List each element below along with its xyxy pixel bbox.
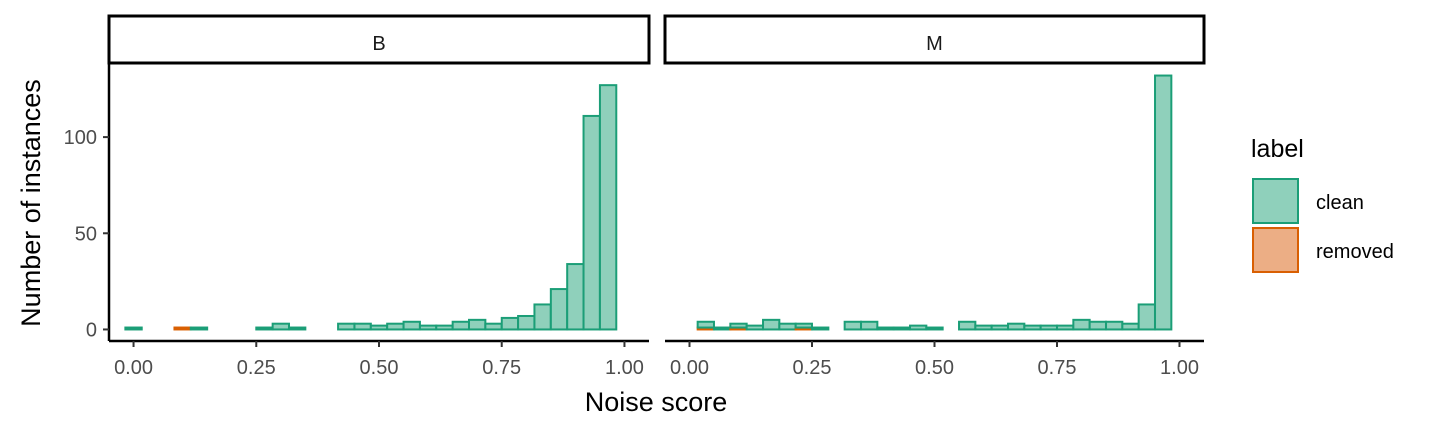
bar-clean — [762, 318, 781, 331]
bar-clean — [696, 320, 715, 329]
bar-clean — [402, 320, 421, 331]
x-tick-label: 0.75 — [1038, 357, 1077, 379]
bar-clean — [435, 324, 454, 331]
bar-clean — [353, 322, 372, 331]
panel-B: B 0.00 0.25 0.50 0.75 1.00 0 50 100 — [64, 14, 651, 379]
bar-clean — [582, 114, 601, 331]
bar-clean — [189, 326, 209, 331]
facet-strip-label: M — [926, 33, 943, 55]
bar-clean — [484, 322, 503, 331]
facet-strip-label: B — [372, 33, 385, 55]
bar-clean — [566, 263, 585, 331]
bar-clean — [1039, 324, 1058, 331]
bar-clean — [876, 326, 895, 331]
bar-clean — [925, 326, 944, 331]
x-tick-label: 0.00 — [670, 357, 709, 379]
chart-panels: B 0.00 0.25 0.50 0.75 1.00 0 50 100 M 0.00 0.25 0.50… — [64, 14, 1206, 379]
bar-clean — [811, 326, 830, 331]
bar-clean — [1137, 303, 1156, 331]
x-tick-label: 0.50 — [360, 357, 399, 379]
bar-clean — [533, 303, 552, 331]
bar-clean — [500, 316, 520, 331]
legend-label-removed: removed — [1316, 241, 1394, 263]
bar-clean — [418, 324, 438, 331]
bar-clean — [1007, 322, 1026, 331]
bar-clean — [369, 324, 389, 331]
bar-clean — [958, 320, 977, 331]
bar-clean — [124, 326, 143, 331]
bar-clean — [990, 324, 1009, 331]
y-axis-title: Number of instances — [16, 79, 46, 327]
bar-clean — [287, 326, 307, 331]
facet-strip — [107, 14, 651, 65]
bar-clean — [255, 326, 274, 331]
bar-clean — [1121, 322, 1140, 331]
bar-clean — [729, 322, 748, 329]
bar-clean — [860, 320, 879, 331]
bar-clean — [892, 326, 911, 331]
bar-clean — [745, 324, 764, 331]
x-tick-label: 0.25 — [237, 357, 276, 379]
legend-key-removed — [1252, 227, 1299, 273]
bar-clean — [1056, 324, 1075, 331]
bar-clean — [974, 324, 993, 331]
bar-clean — [713, 326, 732, 331]
bar-clean — [1154, 74, 1173, 331]
x-tick-label: 1.00 — [605, 357, 644, 379]
bar-clean — [778, 322, 797, 331]
legend: label clean removed — [1251, 135, 1394, 273]
bar-clean — [451, 320, 471, 331]
y-tick-label: 0 — [86, 319, 97, 341]
x-axis-title: Noise score — [585, 387, 728, 417]
bar-clean — [468, 318, 487, 331]
x-tick-label: 0.50 — [915, 357, 954, 379]
bar-clean — [386, 322, 405, 331]
bar-clean — [1072, 318, 1091, 331]
bar-clean — [271, 322, 290, 331]
bar-removed — [173, 326, 192, 331]
bar-clean — [517, 314, 536, 331]
x-tick-label: 0.00 — [114, 357, 153, 379]
bar-clean — [337, 322, 356, 331]
y-tick-label: 50 — [75, 223, 97, 245]
facet-strip — [663, 14, 1206, 65]
x-tick-label: 0.25 — [793, 357, 832, 379]
panel-M: M 0.00 0.25 0.50 0.75 1.00 — [663, 14, 1206, 379]
bar-clean — [843, 320, 862, 331]
bar-clean — [1023, 324, 1042, 331]
legend-title: label — [1251, 135, 1304, 163]
x-tick-label: 1.00 — [1160, 357, 1199, 379]
bar-clean — [549, 288, 569, 331]
bar-clean — [794, 322, 813, 329]
legend-key-clean — [1252, 178, 1299, 224]
x-tick-label: 0.75 — [482, 357, 521, 379]
bar-clean — [1088, 320, 1107, 331]
bar-clean — [1105, 320, 1124, 331]
legend-label-clean: clean — [1316, 192, 1364, 214]
bar-clean — [909, 324, 928, 331]
bar-clean — [598, 84, 618, 331]
y-tick-label: 100 — [64, 127, 97, 149]
